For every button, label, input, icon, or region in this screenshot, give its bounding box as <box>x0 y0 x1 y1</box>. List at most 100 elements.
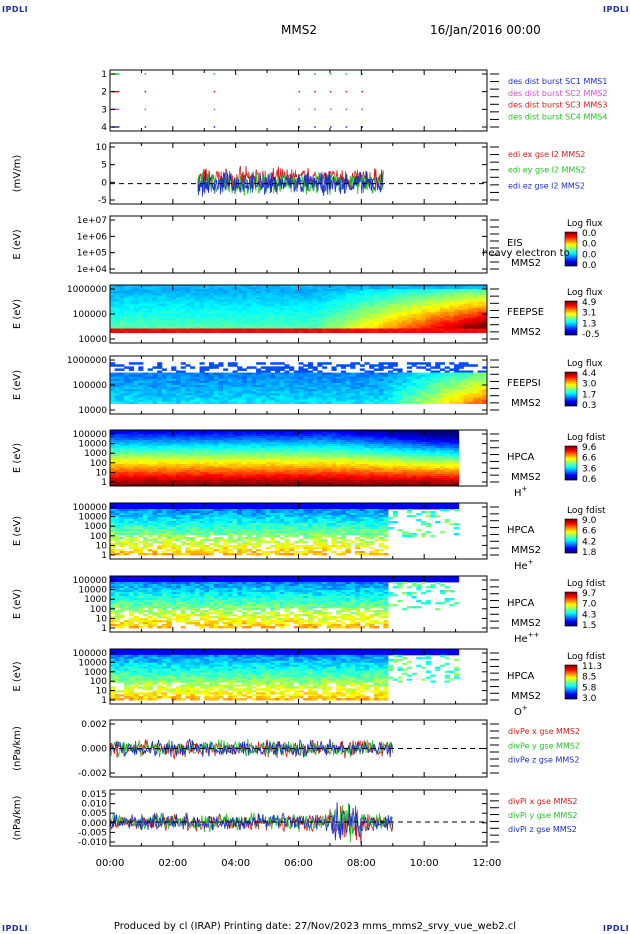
heat-cell-feepse-4-51 <box>350 293 356 296</box>
heat-cell-feepse-8-27 <box>237 301 243 305</box>
heat-cell-feepse-1-11 <box>161 287 167 290</box>
heat-cell-feepse-18-42 <box>307 322 314 325</box>
heat-cell-feepse-13-59 <box>388 311 394 315</box>
heat-cell-feepsi-22-0 <box>110 401 116 405</box>
heat-cell-hpca_h-0-6 <box>138 430 144 433</box>
heat-cell-feepsi-9-75 <box>463 374 469 378</box>
heat-cell-hpca_h-0-5 <box>133 430 139 433</box>
heat-cell-hpca_h-8-52 <box>355 446 361 449</box>
heat-cell-feepse-4-9 <box>152 293 158 296</box>
heat-cell-hpca_h-15-36 <box>279 460 285 463</box>
heat-cell-feepsi-21-24 <box>223 399 229 402</box>
heat-cell-hpca_h-9-58 <box>383 448 389 451</box>
heat-cell-feepsi-6-19 <box>199 368 205 371</box>
heat-cell-feepse-4-27 <box>237 293 243 296</box>
heat-cell-feepsi-12-65 <box>416 380 422 384</box>
heat-cell-hpca_h-2-36 <box>279 434 285 437</box>
heat-cell-feepsi-17-44 <box>317 391 323 394</box>
heat-cell-hpca_h-5-24 <box>223 440 229 443</box>
heat-cell-feepse-21-39 <box>293 328 299 331</box>
heat-cell-feepse-18-40 <box>298 322 304 325</box>
heat-cell-hpca_h-9-3 <box>124 448 130 451</box>
heat-cell-feepsi-19-60 <box>392 395 398 398</box>
heat-cell-hpca_h-5-71 <box>444 440 450 443</box>
heat-cell-feepsi-8-22 <box>213 372 219 376</box>
heat-cell-feepse-19-35 <box>274 324 281 327</box>
colorbar-cell-feepsi-22 <box>565 394 577 396</box>
heat-cell-feepse-12-36 <box>279 309 285 313</box>
heat-cell-feepse-20-64 <box>411 326 417 329</box>
heat-cell-hpca_h-1-10 <box>157 432 163 435</box>
heat-cell-hpca_h-17-5 <box>133 464 139 467</box>
heat-cell-feepse-2-24 <box>223 289 229 292</box>
heat-cell-feepsi-16-66 <box>421 389 427 392</box>
heat-cell-feepsi-20-37 <box>284 397 290 400</box>
heat-cell-feepsi-19-46 <box>326 395 332 398</box>
heat-cell-feepse-6-17 <box>190 297 196 300</box>
heat-cell-feepse-11-36 <box>279 307 285 311</box>
instrument-feepse: FEEPSE <box>507 307 544 318</box>
heat-cell-feepse-13-79 <box>482 311 487 315</box>
heat-cell-feepse-22-7 <box>142 330 149 334</box>
heat-cell-hpca_h-3-17 <box>190 436 196 439</box>
heat-cell-hpca_h-6-20 <box>204 442 210 445</box>
heat-cell-feepsi-18-45 <box>322 393 328 396</box>
heat-cell-feepsi-17-48 <box>336 391 342 394</box>
heat-cell-feepsi-18-5 <box>133 393 139 396</box>
heat-cell-feepse-21-42 <box>307 328 314 331</box>
heat-cell-feepse-18-55 <box>369 322 375 325</box>
heat-cell-feepsi-15-33 <box>265 387 271 390</box>
heat-cell-feepsi-9-65 <box>416 374 422 378</box>
heat-cell-feepse-3-77 <box>472 291 478 294</box>
heat-cell-feepsi-14-65 <box>416 385 422 388</box>
heat-cell-feepsi-15-22 <box>213 387 219 390</box>
heat-cell-feepse-19-62 <box>402 324 408 327</box>
heat-cell-feepse-21-4 <box>128 328 134 331</box>
heat-cell-feepsi-19-65 <box>416 395 422 398</box>
heat-cell-feepsi-11-21 <box>208 378 215 382</box>
heat-cell-hpca_h-11-1 <box>114 452 120 455</box>
heat-cell-feepsi-19-64 <box>411 395 417 398</box>
heat-cell-feepse-22-47 <box>331 330 337 334</box>
heat-cell-feepse-5-78 <box>477 295 483 298</box>
heat-cell-hpca_h-4-60 <box>392 438 398 441</box>
heat-cell-hpca_h-1-52 <box>355 432 361 435</box>
heat-cell-feepsi-20-7 <box>142 397 149 400</box>
heat-cell-hpca_h-13-33 <box>265 456 271 459</box>
heat-cell-feepse-4-69 <box>435 293 441 296</box>
heat-cell-feepse-20-71 <box>444 326 450 329</box>
heat-cell-feepse-17-55 <box>369 320 375 323</box>
heat-cell-feepse-15-27 <box>237 316 243 319</box>
heat-cell-hpca_h-7-13 <box>171 444 177 447</box>
colorbar-cell-feepse-7 <box>565 308 577 310</box>
heat-cell-feepsi-18-0 <box>110 393 116 396</box>
heat-cell-feepsi-20-72 <box>449 397 455 400</box>
heat-cell-feepsi-12-50 <box>345 380 351 384</box>
heat-cell-hpca_h-8-44 <box>317 446 323 449</box>
heat-cell-feepsi-11-17 <box>190 378 196 382</box>
heat-cell-feepse-7-6 <box>138 299 144 302</box>
heat-cell-feepse-6-65 <box>416 297 422 300</box>
heat-cell-feepsi-22-69 <box>435 401 441 405</box>
heat-cell-feepsi-19-67 <box>425 395 431 398</box>
heat-cell-feepsi-21-3 <box>124 399 130 402</box>
heat-cell-feepse-20-22 <box>213 326 219 329</box>
heat-cell-feepse-7-65 <box>416 299 422 302</box>
heat-cell-hpca_h-7-11 <box>161 444 167 447</box>
heat-cell-hpca_h-0-16 <box>185 430 191 433</box>
heat-cell-feepsi-15-43 <box>312 387 318 390</box>
heat-cell-feepse-0-79 <box>482 285 487 288</box>
heat-cell-feepse-10-29 <box>246 305 252 309</box>
heat-cell-feepse-5-2 <box>119 295 125 298</box>
heat-cell-feepse-18-23 <box>218 322 224 325</box>
heat-cell-feepsi-6-2 <box>119 368 125 371</box>
heat-cell-feepse-1-72 <box>449 287 455 290</box>
heat-cell-feepse-2-16 <box>185 289 191 292</box>
heat-cell-feepsi-13-45 <box>322 382 328 386</box>
heat-cell-feepse-18-27 <box>237 322 243 325</box>
heat-cell-feepse-14-23 <box>218 314 224 317</box>
heat-cell-feepse-9-27 <box>237 303 243 307</box>
heat-cell-feepse-22-23 <box>218 330 224 334</box>
heat-cell-hpca_h-13-49 <box>340 456 347 459</box>
heat-cell-feepsi-9-74 <box>458 374 464 378</box>
